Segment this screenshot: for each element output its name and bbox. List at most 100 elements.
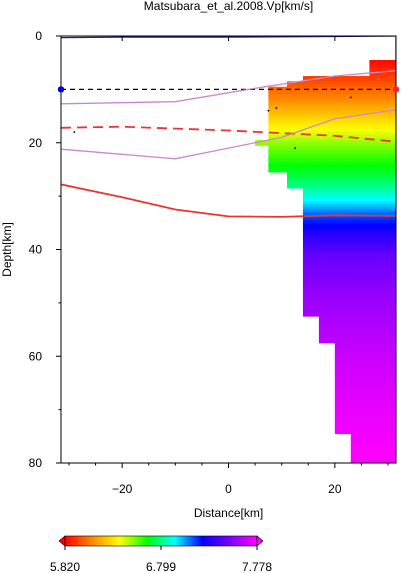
velocity-cell (369, 302, 396, 306)
velocity-cell (318, 300, 336, 304)
velocity-cell (318, 78, 336, 82)
velocity-cell (334, 182, 352, 186)
velocity-cell (369, 438, 396, 443)
velocity-cell (350, 265, 370, 269)
velocity-cell (369, 313, 396, 317)
velocity-cell (302, 260, 320, 264)
velocity-cell (369, 126, 396, 130)
velocity-cell (350, 310, 370, 314)
velocity-cell (302, 198, 320, 202)
velocity-cell (302, 294, 320, 298)
velocity-cell (369, 353, 396, 357)
velocity-cell (369, 94, 396, 98)
velocity-cell (350, 137, 370, 141)
velocity-cell (318, 222, 336, 226)
velocity-cell (334, 124, 352, 128)
velocity-cell (350, 185, 370, 189)
velocity-cell (369, 366, 396, 370)
velocity-cell (334, 404, 352, 408)
velocity-cell (369, 233, 396, 237)
velocity-cell (302, 292, 320, 296)
y-axis-label: Depth[km] (0, 222, 14, 277)
velocity-cell (350, 273, 370, 277)
velocity-cell (369, 142, 396, 146)
velocity-cell (350, 276, 370, 280)
velocity-cell (350, 350, 370, 354)
velocity-cell (302, 113, 320, 117)
velocity-cell (369, 137, 396, 141)
velocity-cell (286, 153, 304, 157)
velocity-cell (369, 321, 396, 325)
velocity-cell (286, 132, 304, 136)
velocity-cell (318, 161, 336, 165)
velocity-cell (268, 166, 288, 170)
velocity-cell (334, 222, 352, 226)
velocity-cell (302, 102, 320, 106)
velocity-cell (350, 148, 370, 152)
velocity-cell (369, 292, 396, 296)
velocity-cell (334, 129, 352, 133)
velocity-cell (369, 209, 396, 213)
velocity-cell (369, 388, 396, 392)
velocity-cell (302, 233, 320, 237)
velocity-cell (350, 436, 370, 440)
x-tick-label: −20 (112, 482, 133, 496)
velocity-cell (369, 294, 396, 298)
velocity-cell (302, 142, 320, 146)
velocity-cell (268, 156, 288, 160)
velocity-cell (350, 257, 370, 261)
velocity-cell (302, 217, 320, 221)
velocity-cell (334, 185, 352, 189)
velocity-cell (286, 84, 304, 88)
y-tick-label: 20 (29, 136, 43, 150)
velocity-cell (334, 332, 352, 336)
velocity-cell (268, 150, 288, 154)
velocity-cell (350, 110, 370, 114)
velocity-cell (369, 225, 396, 229)
velocity-cell (302, 276, 320, 280)
velocity-cell (302, 281, 320, 285)
velocity-cell (334, 212, 352, 216)
velocity-cell (369, 217, 396, 221)
velocity-cell (350, 81, 370, 85)
velocity-cell (369, 324, 396, 328)
velocity-cell (334, 78, 352, 82)
velocity-cell (318, 257, 336, 261)
velocity-cell (302, 313, 320, 317)
velocity-cell (350, 425, 370, 429)
velocity-cell (318, 97, 336, 101)
velocity-cell (302, 156, 320, 160)
velocity-cell (318, 102, 336, 106)
velocity-cell (334, 172, 352, 176)
velocity-cell (268, 89, 288, 93)
velocity-cell (350, 241, 370, 245)
velocity-cell (302, 270, 320, 274)
velocity-cell (369, 428, 396, 432)
velocity-cell (369, 425, 396, 429)
velocity-cell (350, 150, 370, 154)
velocity-cell (318, 233, 336, 237)
velocity-cell (268, 161, 288, 165)
velocity-cell (350, 316, 370, 320)
velocity-cell (318, 241, 336, 245)
velocity-cell (268, 108, 288, 112)
velocity-cell (318, 148, 336, 152)
velocity-cell (334, 113, 352, 117)
velocity-cell (369, 449, 396, 453)
velocity-cell (318, 174, 336, 178)
velocity-cell (369, 174, 396, 178)
velocity-cell (350, 140, 370, 144)
colorbar-tick-label: 5.820 (50, 560, 80, 573)
colorbar-right-arrow (256, 535, 264, 547)
velocity-cell (334, 412, 352, 416)
velocity-cell (334, 390, 352, 395)
velocity-cell (302, 97, 320, 101)
velocity-cell (369, 372, 396, 376)
velocity-cell (334, 118, 352, 122)
velocity-cell (369, 358, 396, 362)
velocity-cell (334, 94, 352, 98)
velocity-cell (302, 137, 320, 141)
velocity-cell (350, 86, 370, 90)
velocity-cell (334, 102, 352, 106)
plot-area (57, 35, 400, 464)
